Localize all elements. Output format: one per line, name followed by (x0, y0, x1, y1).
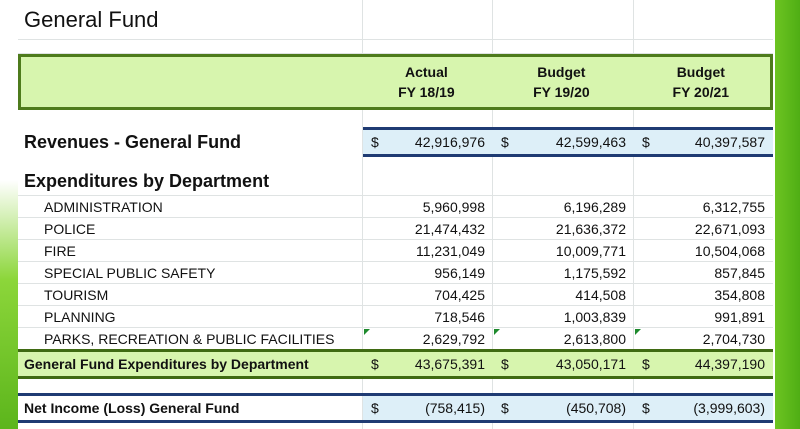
department-value: 10,504,068 (694, 242, 765, 259)
department-label: PARKS, RECREATION & PUBLIC FACILITIES (44, 330, 335, 347)
total-cell: $44,397,190 (642, 356, 765, 372)
net-cell: $ (758,415) (363, 396, 493, 420)
revenue-cell: $42,916,976 (363, 130, 493, 154)
department-label: POLICE (44, 220, 96, 237)
revenue-top-rule (363, 127, 773, 130)
department-label: ADMINISTRATION (44, 198, 163, 215)
department-row: SPECIAL PUBLIC SAFETY 956,149 1,175,592 857… (18, 262, 773, 284)
department-row: PLANNING 718,546 1,003,839 991,891 (18, 306, 773, 328)
revenue-label: Revenues - General Fund (24, 131, 242, 152)
title-row: General Fund (18, 0, 773, 40)
department-value: 956,149 (434, 264, 485, 281)
expenditures-heading: Expenditures by Department (24, 170, 270, 191)
net-cell: $ (450,708) (493, 396, 634, 420)
revenue-bottom-rule (363, 154, 773, 157)
revenue-row: Revenues - General Fund $42,916,976 $42,… (18, 130, 773, 154)
total-row: General Fund Expenditures by Department … (18, 352, 773, 376)
department-value: 6,196,289 (563, 198, 626, 215)
total-cell: $43,050,171 (501, 356, 626, 372)
department-value: 414,508 (575, 286, 626, 303)
department-value: 10,009,771 (555, 242, 626, 259)
department-label: SPECIAL PUBLIC SAFETY (44, 264, 216, 281)
department-row: POLICE 21,474,432 21,636,372 22,671,093 (18, 218, 773, 240)
department-value: 21,474,432 (414, 220, 485, 237)
net-bottom-rule (18, 420, 773, 423)
department-row: FIRE 11,231,049 10,009,771 10,504,068 (18, 240, 773, 262)
total-label: General Fund Expenditures by Department (24, 356, 309, 372)
header-actual-fy1819: Actual FY 18/19 (398, 64, 455, 100)
department-label: FIRE (44, 242, 76, 259)
total-cell: $43,675,391 (371, 356, 485, 372)
total-top-rule (18, 349, 773, 352)
column-header-row: Actual FY 18/19 Budget FY 19/20 Budget FY 2… (18, 54, 773, 110)
department-value: 2,629,792 (363, 328, 493, 349)
department-value: 354,808 (714, 286, 765, 303)
error-indicator-icon (364, 329, 370, 335)
department-value: 2,704,730 (634, 328, 773, 349)
department-value: 718,546 (434, 308, 485, 325)
net-top-rule (18, 393, 773, 396)
header-budget-fy2021: Budget FY 20/21 (672, 64, 730, 100)
department-value: 5,960,998 (422, 198, 485, 215)
page-title: General Fund (24, 6, 159, 32)
revenue-cell: $42,599,463 (493, 130, 634, 154)
department-label: PLANNING (44, 308, 116, 325)
header-budget-fy1920: Budget FY 19/20 (533, 64, 590, 100)
department-row: TOURISM 704,425 414,508 354,808 (18, 284, 773, 306)
department-value: 2,613,800 (493, 328, 634, 349)
slide-decoration-left (0, 180, 18, 429)
department-value: 22,671,093 (694, 220, 765, 237)
department-value: 857,845 (714, 264, 765, 281)
department-label: TOURISM (44, 286, 109, 303)
department-row: ADMINISTRATION 5,960,998 6,196,289 6,312,75… (18, 196, 773, 218)
blank-row (18, 40, 773, 54)
department-row: PARKS, RECREATION & PUBLIC FACILITIES 2,6… (18, 328, 773, 350)
error-indicator-icon (635, 329, 641, 335)
net-cell: $ (3,999,603) (634, 396, 773, 420)
department-value: 991,891 (714, 308, 765, 325)
net-row: Net Income (Loss) General Fund $ (758,415… (18, 396, 773, 420)
net-label: Net Income (Loss) General Fund (24, 400, 240, 416)
total-bottom-rule (18, 376, 773, 379)
spreadsheet: General Fund Actual FY 18/19 Budget FY 19/… (18, 0, 775, 429)
error-indicator-icon (494, 329, 500, 335)
department-value: 704,425 (434, 286, 485, 303)
department-value: 1,175,592 (563, 264, 626, 281)
department-value: 11,231,049 (415, 242, 485, 259)
revenue-cell: $40,397,587 (634, 130, 773, 154)
department-value: 21,636,372 (555, 220, 626, 237)
department-value: 1,003,839 (563, 308, 626, 325)
expenditures-heading-row: Expenditures by Department (18, 167, 773, 196)
department-value: 6,312,755 (702, 198, 765, 215)
